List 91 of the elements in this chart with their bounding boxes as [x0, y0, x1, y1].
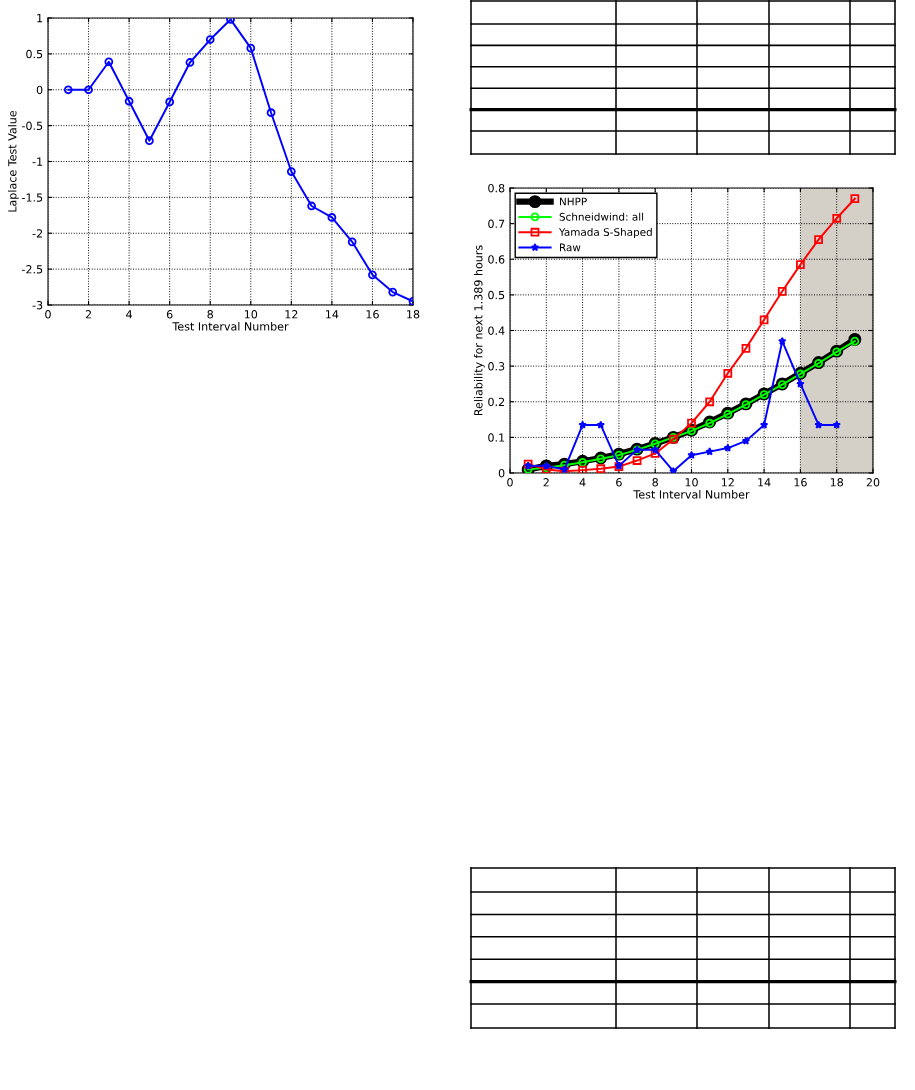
point [307, 201, 316, 211]
y-tick-label: -2.5 [22, 265, 43, 274]
y-axis-title: Reliability for next 1.389 hours [473, 245, 485, 416]
y-tick-label: 0.8 [488, 183, 505, 193]
point [632, 456, 642, 465]
point [650, 445, 660, 454]
point [832, 213, 842, 223]
point [246, 43, 256, 53]
point [669, 466, 678, 473]
point [266, 108, 276, 118]
point [650, 449, 660, 458]
point [63, 85, 73, 95]
point [850, 336, 860, 346]
x-tick-label: 4 [579, 478, 586, 487]
x-axis-title: Test Interval Number [633, 490, 750, 499]
point [286, 167, 296, 176]
legend-label: Schneidwind: all [559, 212, 644, 221]
x-tick-label: 2 [543, 478, 549, 487]
x-tick-label: 16 [366, 310, 379, 319]
point [145, 136, 154, 146]
y-tick-label: 0.3 [488, 362, 505, 371]
x-tick-label: 20 [866, 478, 880, 487]
point [596, 420, 605, 429]
x-tick-label: 12 [285, 310, 298, 319]
point [687, 450, 696, 459]
x-tick-label: 10 [685, 478, 698, 487]
point [165, 97, 175, 107]
x-tick-label: 8 [652, 478, 658, 487]
point [777, 286, 787, 296]
x-tick-label: 18 [830, 478, 844, 487]
y-tick-label: 0.2 [488, 397, 505, 407]
y-tick-label: -1 [32, 157, 43, 166]
y-tick-label: 0 [498, 468, 505, 478]
legend-label: Raw [559, 243, 581, 252]
point [723, 368, 733, 378]
y-tick-label: 1 [37, 14, 43, 23]
point [832, 420, 841, 429]
point [124, 96, 134, 106]
x-tick-label: 18 [407, 310, 420, 319]
y-tick-label: 0.5 [488, 290, 505, 300]
point [796, 260, 805, 269]
x-axis-title: Test Interval Number [172, 322, 289, 331]
x-tick-label: 12 [721, 478, 734, 487]
point [759, 315, 769, 325]
x-tick-label: 0 [45, 310, 51, 319]
point [759, 420, 769, 429]
x-tick-label: 16 [794, 478, 807, 487]
point [327, 213, 337, 222]
x-tick-label: 14 [326, 310, 339, 319]
point [578, 465, 587, 473]
point [596, 464, 606, 473]
x-tick-label: 4 [126, 310, 133, 319]
point [814, 420, 823, 429]
y-tick-label: 0.1 [488, 433, 505, 442]
y-tick-label: 0.4 [488, 326, 505, 335]
point [687, 418, 696, 428]
point [205, 35, 215, 44]
point [368, 270, 377, 280]
x-tick-label: 2 [85, 310, 91, 319]
point [741, 343, 751, 353]
y-tick-label: -3 [32, 300, 43, 310]
point [814, 235, 823, 245]
x-tick-label: 0 [507, 478, 513, 487]
x-tick-label: 10 [244, 310, 258, 319]
x-tick-label: 14 [758, 478, 771, 487]
y-tick-label: -1.5 [22, 193, 43, 202]
y-tick-label: 0 [36, 85, 43, 95]
point [705, 397, 715, 407]
point [347, 237, 357, 247]
y-tick-label: -2 [32, 229, 43, 238]
point [850, 194, 860, 204]
point [741, 436, 751, 445]
x-tick-label: 6 [616, 478, 622, 487]
x-tick-label: 8 [207, 310, 213, 319]
point [578, 420, 587, 429]
y-tick-label: 0.5 [26, 49, 43, 59]
point [84, 85, 93, 95]
legend-label: Yamada S-Shaped [558, 227, 652, 239]
y-axis-title: Laplace Test Value [7, 110, 19, 212]
point [705, 447, 714, 456]
point [796, 379, 805, 388]
point [388, 287, 398, 297]
y-tick-label: 0.6 [488, 255, 505, 264]
point [778, 336, 787, 345]
x-tick-label: 6 [166, 310, 173, 319]
point [104, 57, 114, 67]
y-tick-label: 0.7 [488, 219, 505, 228]
legend-label: NHPP [559, 197, 587, 206]
y-tick-label: -0.5 [22, 121, 43, 130]
point [185, 58, 195, 67]
point [723, 443, 733, 452]
